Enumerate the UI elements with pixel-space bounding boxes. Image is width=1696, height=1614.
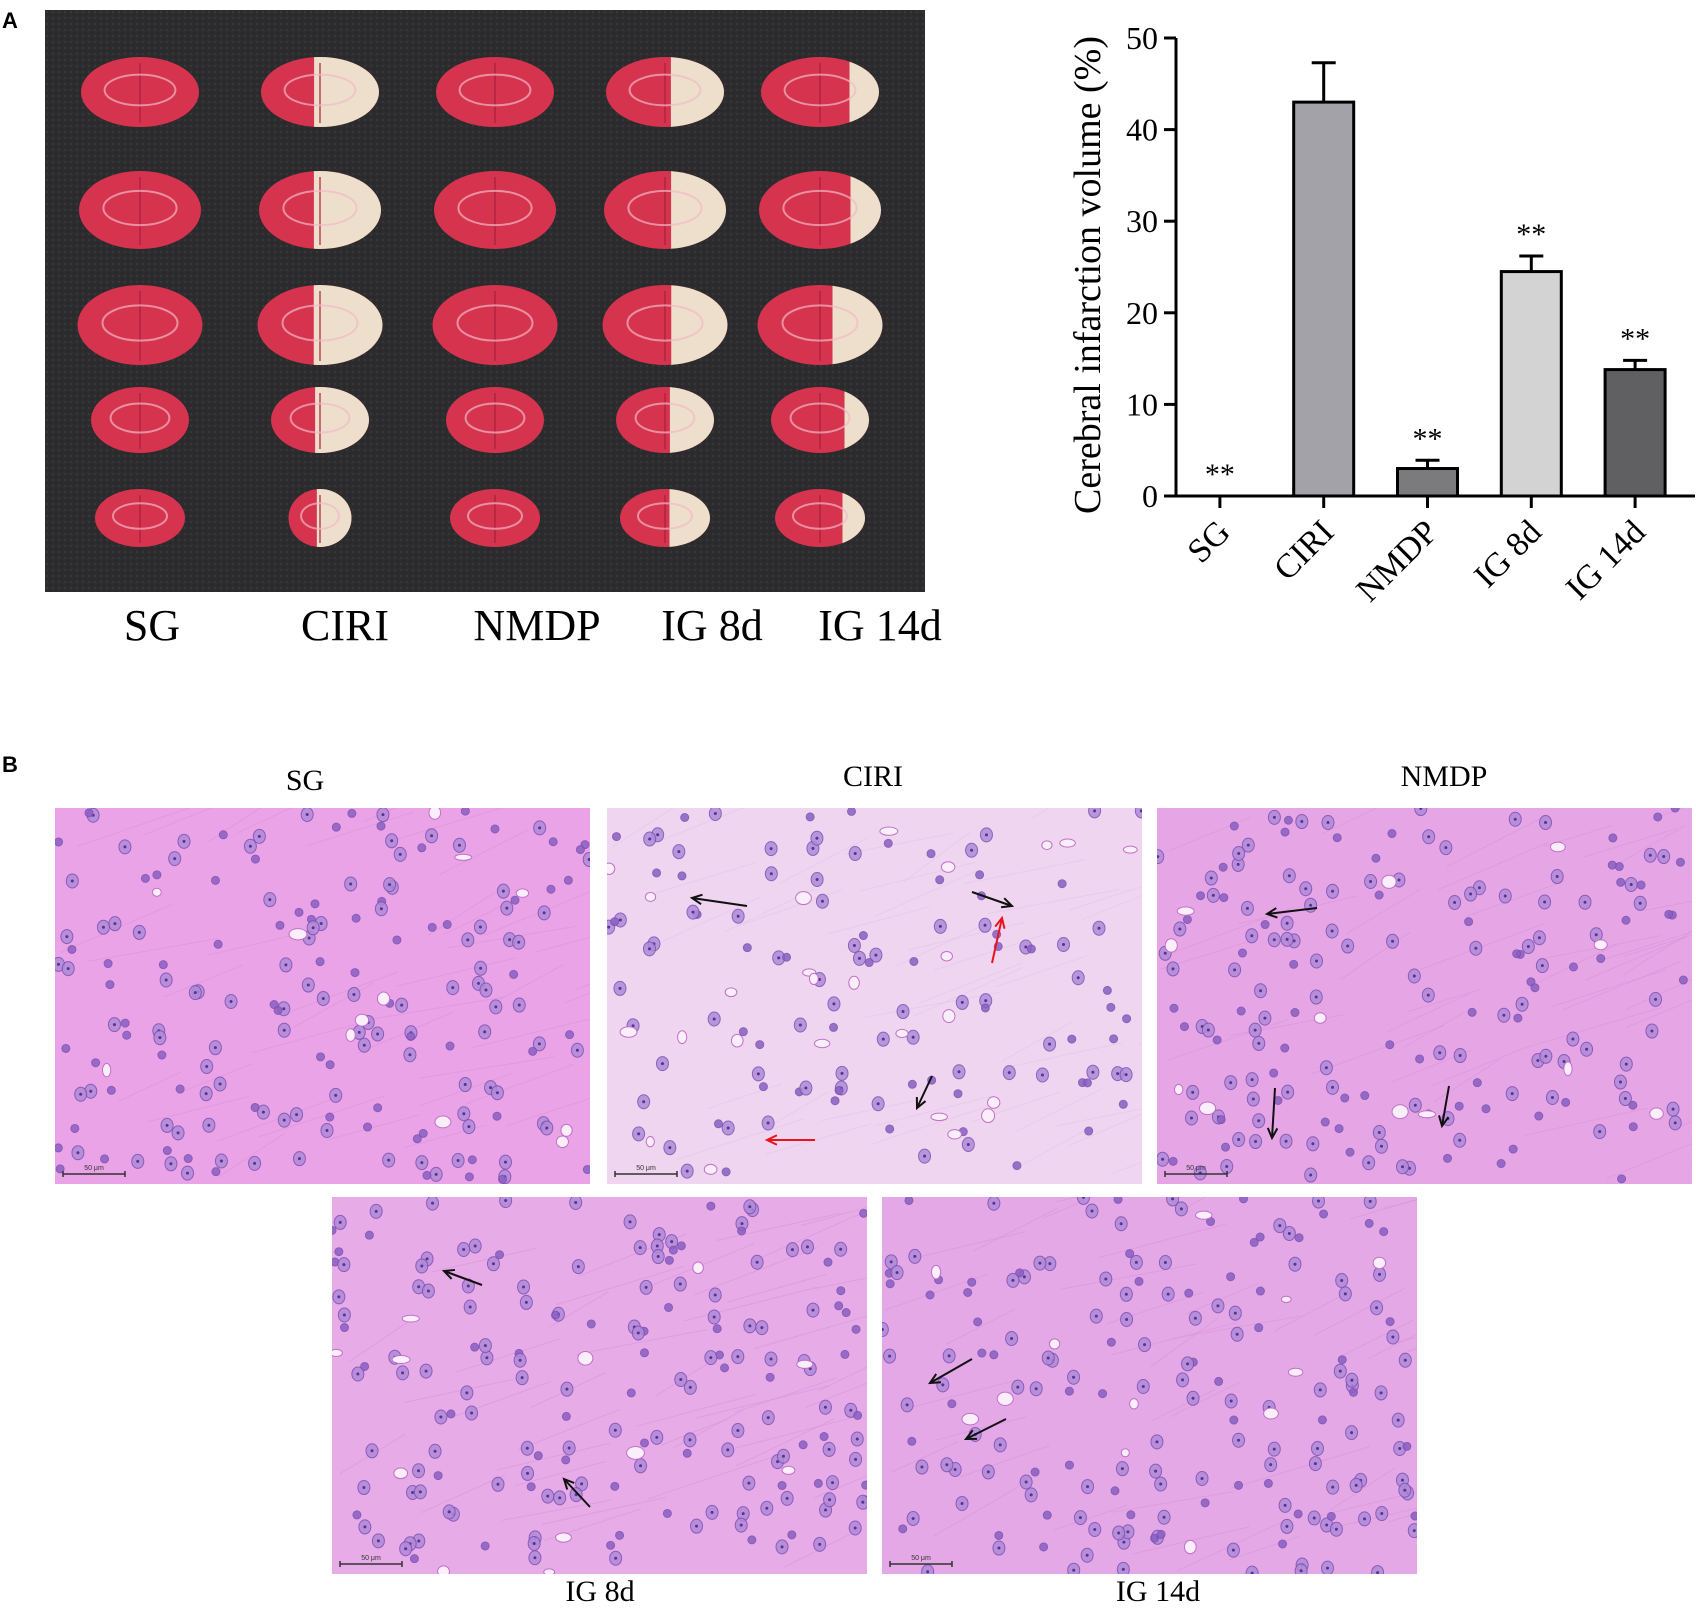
brain-slice: [271, 387, 369, 453]
brain-slice: [91, 387, 189, 453]
brain-slice: [288, 489, 352, 547]
y-tick-label: 10: [1126, 386, 1158, 422]
brain-slice: [761, 57, 879, 127]
brain-slice: [771, 387, 869, 453]
black-arrow: [441, 1268, 483, 1286]
black-arrow: [928, 1358, 973, 1385]
black-arrow: [963, 1418, 1007, 1441]
brain-slice: [81, 57, 199, 127]
x-tick-label: IG 8d: [1467, 513, 1549, 595]
brain-slice: [257, 285, 383, 365]
he-stain-nmdp: 50 μm: [1157, 808, 1692, 1184]
brain-slice: [79, 171, 201, 249]
x-tick-label: SG: [1181, 513, 1238, 570]
brain-slice: [450, 489, 540, 547]
bar-ig-14d: [1603, 368, 1667, 498]
brain-slice: [602, 285, 728, 365]
brain-slice: [616, 387, 714, 453]
red-arrow: [764, 1134, 815, 1146]
chart-ylabel: Cerebral infarction volume (%): [1067, 36, 1109, 514]
black-arrow: [1266, 1087, 1279, 1141]
histo-title-ciri: CIRI: [843, 760, 903, 793]
significance-mark: **: [1516, 218, 1546, 251]
brain-slice: [434, 171, 556, 249]
y-tick-label: 20: [1126, 295, 1158, 331]
brain-slice: [261, 57, 379, 127]
red-arrow: [991, 915, 1006, 964]
scale-bar-label: 50 μm: [361, 1555, 381, 1562]
bar-ciri: [1292, 100, 1356, 498]
brain-slice: [759, 171, 881, 249]
significance-mark: **: [1620, 322, 1650, 355]
black-arrow: [562, 1477, 591, 1508]
scale-bar: 50 μm: [889, 1555, 953, 1567]
brain-slice: [604, 171, 726, 249]
photo-label-ciri: CIRI: [301, 601, 389, 650]
photo-label-sg: SG: [123, 601, 181, 650]
photo-label-ig14d: IG 14d: [818, 601, 942, 650]
brain-slice: [620, 489, 710, 547]
x-tick-label: NMDP: [1350, 513, 1446, 609]
scale-bar-label: 50 μm: [1186, 1165, 1206, 1172]
black-arrow: [689, 893, 748, 907]
black-arrow: [1438, 1085, 1450, 1129]
photo-label-ig8d: IG 8d: [661, 601, 763, 650]
brain-slice: [436, 57, 554, 127]
he-stain-ig8d: 50 μm: [332, 1197, 867, 1574]
bar-nmdp: [1396, 467, 1459, 498]
histo-title-nmdp: NMDP: [1400, 760, 1488, 793]
brain-slice: [606, 57, 724, 127]
panel-a-letter: A: [2, 8, 18, 33]
y-tick-label: 30: [1126, 203, 1158, 239]
brain-slice: [446, 387, 544, 453]
y-tick-label: 0: [1142, 478, 1158, 514]
x-tick-label: IG 14d: [1559, 513, 1653, 607]
black-arrow: [971, 891, 1015, 909]
black-arrow: [915, 1075, 933, 1111]
histo-title-sg: SG: [285, 764, 325, 797]
scale-bar-label: 50 μm: [84, 1165, 104, 1172]
brain-slice: [95, 489, 185, 547]
photo-label-nmdp: NMDP: [473, 601, 601, 650]
scale-bar: 50 μm: [1164, 1165, 1228, 1177]
panel-b-letter: B: [2, 752, 18, 777]
scale-bar: 50 μm: [62, 1165, 126, 1177]
scale-bar: 50 μm: [614, 1165, 678, 1177]
y-tick-label: 40: [1126, 112, 1158, 148]
scale-bar-label: 50 μm: [911, 1555, 931, 1562]
he-stain-ciri: 50 μm: [607, 808, 1142, 1184]
brain-slice: [432, 285, 558, 365]
scale-bar-label: 50 μm: [636, 1165, 656, 1172]
he-stain-sg: 50 μm: [55, 808, 590, 1184]
black-arrow: [1264, 907, 1318, 919]
y-tick-label: 50: [1126, 20, 1158, 56]
x-tick-label: CIRI: [1267, 513, 1341, 587]
significance-mark: **: [1413, 422, 1443, 455]
histo-title-ig8d: IG 8d: [565, 1575, 635, 1608]
brain-slice: [259, 171, 381, 249]
histo-title-ig14d: IG 14d: [1115, 1575, 1201, 1608]
significance-mark: **: [1205, 458, 1235, 491]
brain-slice: [77, 285, 203, 365]
brain-slice: [757, 285, 883, 365]
infarct-volume-chart: Cerebral infarction volume (%) 0 10 20 30 40…: [1060, 0, 1696, 680]
brain-slice: [775, 489, 865, 547]
bar-ig-8d: [1499, 270, 1563, 498]
ttc-brain-slices-photo: [45, 10, 925, 592]
scale-bar: 50 μm: [339, 1555, 403, 1567]
he-stain-ig14d: 50 μm: [882, 1197, 1417, 1574]
